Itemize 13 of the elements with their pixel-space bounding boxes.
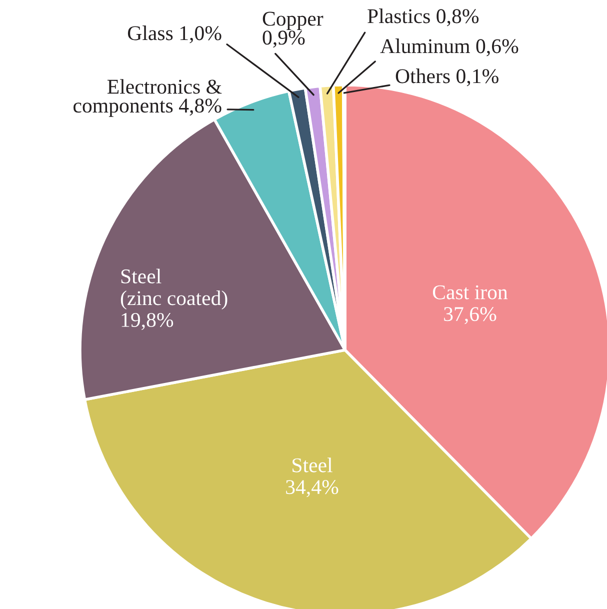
slice-label: Cast iron	[432, 285, 508, 300]
data-label: 34,4%	[286, 480, 338, 498]
slice-label: Aluminum 0,6%	[380, 38, 518, 56]
data-label: 19,8%	[122, 312, 174, 330]
data-label: 37,6%	[444, 307, 496, 324]
slice-label: Steel (zinc coated)	[120, 268, 228, 310]
slice-label: Copper	[262, 12, 324, 30]
slice-label: Plastics 0,8%	[368, 8, 479, 26]
slice-label: Electronics & components 4,8%	[74, 79, 222, 117]
data-label: 0,9%	[262, 30, 305, 48]
slice-label: Steel	[292, 458, 332, 472]
slice-label: Glass 1,0%	[128, 26, 222, 44]
slice-label: Others 0,1%	[396, 68, 498, 86]
